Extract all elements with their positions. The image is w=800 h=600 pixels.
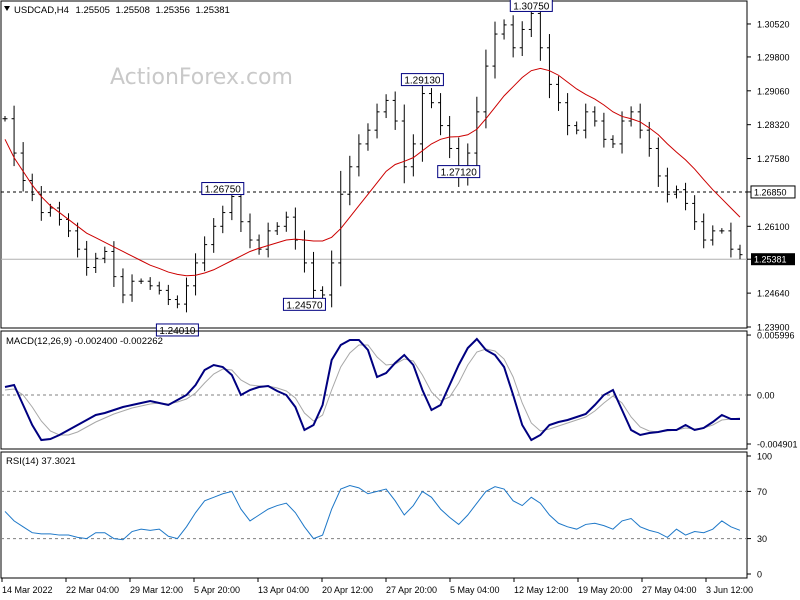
time-axis: 14 Mar 2022 22 Mar 04:00 29 Mar 12:00 5 Apr…: [1, 578, 753, 595]
level-label-box: [509, 0, 553, 12]
symbol-dropdown-icon[interactable]: [4, 6, 10, 11]
rsi-tick-label: 0: [757, 570, 762, 580]
macd-line: [4, 337, 740, 442]
time-tick-label: 5 Apr 20:00: [194, 585, 240, 595]
current-price-label: 1.25381: [754, 255, 787, 265]
price-hlines: [1, 191, 747, 260]
rsi-title: RSI(14) 37.3021: [6, 456, 76, 467]
level-label: 1.30750: [513, 1, 550, 12]
rsi-tick-label: 100: [757, 452, 772, 462]
symbol-header: USDCAD,H4 1.25505 1.25508 1.25356 1.2538…: [14, 5, 230, 16]
rsi-tick-label: 30: [757, 534, 767, 544]
time-tick-label: 13 Apr 04:00: [258, 585, 309, 595]
level-label: 1.24570: [286, 300, 323, 311]
moving-average-line: [4, 67, 741, 277]
macd-tick-label: 0.005996: [757, 331, 795, 341]
macd-axis: 0.005996 0.00 -0.004901: [747, 331, 798, 450]
time-tick-label: 27 Apr 20:00: [386, 585, 437, 595]
price-tick-label: 1.27580: [757, 154, 790, 164]
resistance-price-label: 1.26850: [754, 187, 787, 197]
price-tick-label: 1.29060: [757, 86, 790, 96]
macd-lines: [4, 337, 741, 442]
time-tick-label: 20 Apr 12:00: [322, 585, 373, 595]
level-label-box: [201, 182, 245, 196]
level-label-box: [282, 297, 326, 311]
time-tick-label: 29 Mar 12:00: [130, 585, 183, 595]
price-tick-label: 1.26100: [757, 222, 790, 232]
level-label: 1.27120: [441, 168, 478, 179]
resistance-price-tag: [750, 185, 796, 199]
price-panel: ActionForex.com USDCAD,H4 1.25505 1.2550…: [0, 0, 796, 337]
level-label-box: [400, 73, 444, 87]
moving-average-series: [4, 67, 741, 277]
level-label: 1.29130: [404, 76, 441, 87]
time-tick-label: 19 May 20:00: [578, 585, 633, 595]
watermark: ActionForex.com: [110, 65, 293, 90]
price-tick-label: 1.23900: [757, 323, 790, 333]
rsi-levels: [1, 490, 747, 540]
level-label-box: [155, 323, 199, 337]
level-label-box: [437, 165, 481, 179]
macd-tick-label: 0.00: [757, 391, 775, 401]
rsi-line: [4, 484, 741, 541]
rsi-panel: RSI(14) 37.3021 100 70 30 0: [0, 451, 772, 580]
price-annotations: 1.267501.240101.245701.291301.271201.307…: [155, 0, 553, 337]
macd-tick-label: -0.004901: [757, 440, 798, 450]
time-tick-label: 5 May 04:00: [450, 585, 500, 595]
price-axis: 1.30520 1.29800 1.29060 1.28320 1.27580 1.268…: [747, 19, 796, 333]
price-tick-label: 1.28320: [757, 120, 790, 130]
time-tick-label: 22 Mar 04:00: [66, 585, 119, 595]
rsi-series: [4, 484, 741, 541]
time-tick-label: 3 Jun 12:00: [706, 585, 753, 595]
rsi-tick-label: 70: [757, 487, 767, 497]
level-label: 1.26750: [205, 185, 242, 196]
macd-title: MACD(12,26,9) -0.002400 -0.002262: [6, 336, 163, 347]
current-price-tag: [751, 253, 795, 266]
rsi-axis: 100 70 30 0: [747, 452, 772, 580]
price-tick-label: 1.29800: [757, 52, 790, 62]
time-tick-label: 27 May 04:00: [642, 585, 697, 595]
time-tick-label: 14 Mar 2022: [2, 585, 53, 595]
price-tick-label: 1.30520: [757, 19, 790, 29]
price-tick-label: 1.24640: [757, 289, 790, 299]
macd-panel: MACD(12,26,9) -0.002400 -0.002262 0.0059…: [0, 330, 798, 450]
time-tick-label: 12 May 12:00: [514, 585, 569, 595]
price-bars: [2, 0, 743, 313]
